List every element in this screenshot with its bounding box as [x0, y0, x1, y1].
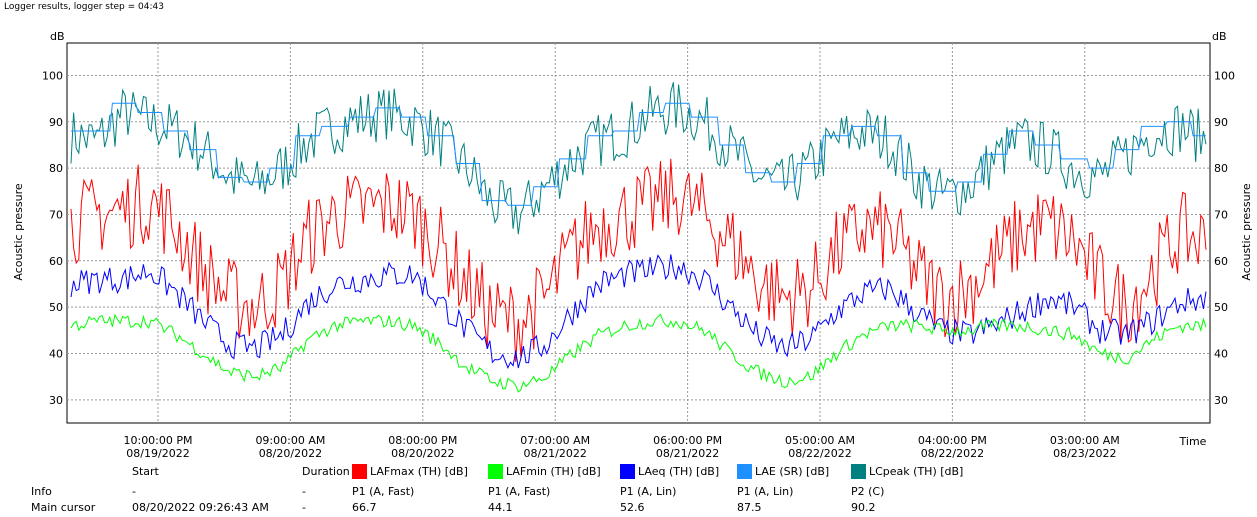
legend-label-lafmin: LAFmin (TH) [dB] [506, 465, 601, 478]
series-line-lcpeak [70, 82, 1207, 235]
x-tick-time: 09:00:00 AM [255, 434, 325, 447]
y-tick-label-left: 60 [49, 255, 63, 268]
logger-chart[interactable]: 30 40 50 60 70 80 90 100 30 40 50 60 70 80 90 100 10:0… [0, 0, 1257, 460]
cursor-laeq-value: 52.6 [620, 501, 645, 514]
info-laeq: P1 (A, Lin) [620, 485, 677, 498]
info-lae: P1 (A, Lin) [737, 485, 794, 498]
chart-header-title: Logger results, logger step = 04:43 [4, 2, 164, 12]
y-tick-label-left: 50 [49, 301, 63, 314]
series-line-lae [71, 102, 1206, 206]
y-unit-left: dB [50, 30, 65, 43]
cursor-lafmin-value: 44.1 [488, 501, 513, 514]
x-tick-date: 08/19/2022 [126, 447, 189, 460]
legend-swatch-lae[interactable] [737, 464, 752, 479]
cursor-lcpeak-value: 90.2 [851, 501, 876, 514]
y-tick-label-left: 100 [42, 69, 63, 82]
legend-label-lcpeak: LCpeak (TH) [dB] [869, 465, 964, 478]
x-tick-date: 08/20/2022 [391, 447, 454, 460]
legend-swatch-lafmin[interactable] [488, 464, 503, 479]
legend-label-laeq: LAeq (TH) [dB] [638, 465, 720, 478]
series-layer [70, 82, 1207, 393]
x-tick-date: 08/21/2022 [523, 447, 586, 460]
y-axis-left: 30 40 50 60 70 80 90 100 [42, 69, 63, 406]
info-row-duration: - [302, 485, 306, 498]
cursor-start-time: 08/20/2022 09:26:43 AM [132, 501, 269, 514]
y-tick-label-left: 70 [49, 208, 63, 221]
y-tick-label-right: 70 [1214, 208, 1228, 221]
x-tick-time: 08:00:00 PM [388, 434, 457, 447]
y-tick-label-right: 90 [1214, 116, 1228, 129]
info-row-start: - [132, 485, 136, 498]
plot-area[interactable] [66, 42, 1211, 424]
y-tick-label-right: 50 [1214, 301, 1228, 314]
legend-label-lae: LAE (SR) [dB] [755, 465, 830, 478]
y-unit-right: dB [1212, 30, 1227, 43]
start-header: Start [132, 465, 159, 478]
x-tick-date: 08/23/2022 [1053, 447, 1116, 460]
y-tick-label-left: 30 [49, 394, 63, 407]
x-tick-date: 08/21/2022 [656, 447, 719, 460]
cursor-lae-value: 87.5 [737, 501, 762, 514]
info-lafmax: P1 (A, Fast) [352, 485, 415, 498]
x-tick-time: 03:00:00 AM [1050, 434, 1120, 447]
series-line-laeq [70, 254, 1207, 369]
x-axis-title: Time [1179, 435, 1207, 448]
series-line-lafmin [70, 313, 1207, 393]
cursor-row: Main cursor 08/20/2022 09:26:43 AM - 66.… [0, 501, 1257, 515]
y-tick-label-right: 40 [1214, 347, 1228, 360]
x-tick-time: 05:00:00 AM [785, 434, 855, 447]
y-tick-label-right: 30 [1214, 394, 1228, 407]
y-tick-label-left: 80 [49, 162, 63, 175]
legend-swatch-lcpeak[interactable] [851, 464, 866, 479]
y-tick-label-left: 40 [49, 347, 63, 360]
x-tick-date: 08/20/2022 [259, 447, 322, 460]
legend-swatch-lafmax[interactable] [352, 464, 367, 479]
legend-label-lafmax: LAFmax (TH) [dB] [370, 465, 468, 478]
y-axis-right: 30 40 50 60 70 80 90 100 [1214, 69, 1235, 406]
x-tick-time: 10:00:00 PM [123, 434, 192, 447]
info-lafmin: P1 (A, Fast) [488, 485, 551, 498]
y-tick-label-right: 80 [1214, 162, 1228, 175]
cursor-duration: - [302, 501, 306, 514]
x-tick-time: 07:00:00 AM [520, 434, 590, 447]
y-tick-label-right: 60 [1214, 255, 1228, 268]
legend-row: Start Duration LAFmax (TH) [dB] LAFmin (… [0, 463, 1257, 481]
x-tick-date: 08/22/2022 [788, 447, 851, 460]
legend-swatch-laeq[interactable] [620, 464, 635, 479]
x-tick-date: 08/22/2022 [921, 447, 984, 460]
y-tick-label-right: 100 [1214, 69, 1235, 82]
x-tick-time: 06:00:00 PM [653, 434, 722, 447]
info-row: Info - - P1 (A, Fast) P1 (A, Fast) P1 (A… [0, 485, 1257, 499]
cursor-lafmax-value: 66.7 [352, 501, 377, 514]
x-tick-time: 04:00:00 PM [918, 434, 987, 447]
info-row-label: Info [31, 485, 52, 498]
duration-header: Duration [302, 465, 350, 478]
y-tick-label-left: 90 [49, 116, 63, 129]
y-axis-title-right: Acoustic pressure [1240, 183, 1253, 280]
series-line-lafmax [70, 158, 1207, 363]
cursor-row-label: Main cursor [31, 501, 96, 514]
info-lcpeak: P2 (C) [851, 485, 885, 498]
y-axis-title-left: Acoustic pressure [12, 183, 25, 280]
